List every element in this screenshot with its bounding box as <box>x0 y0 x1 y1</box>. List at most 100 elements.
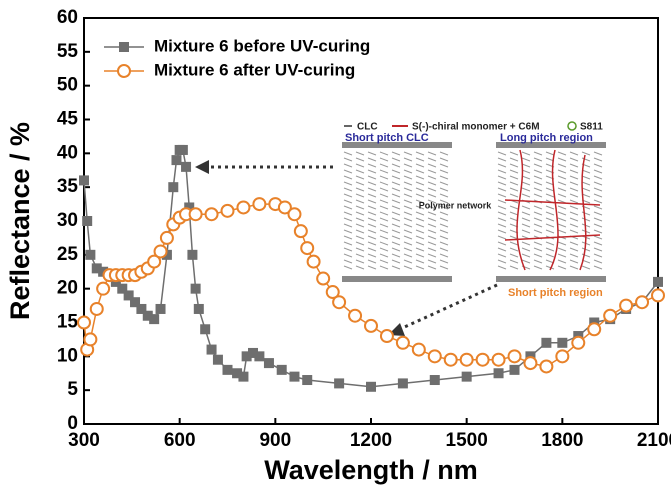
y-axis-title: Reflectance / % <box>5 122 35 320</box>
lc-molecule <box>344 188 352 191</box>
lc-molecule <box>510 152 518 155</box>
lc-molecule <box>510 266 518 269</box>
lc-molecule <box>570 194 578 197</box>
marker <box>366 382 376 392</box>
lc-molecule <box>440 188 448 191</box>
lc-molecule <box>546 224 554 227</box>
lc-molecule <box>522 176 530 179</box>
lc-molecule <box>368 188 376 191</box>
y-tick-label: 10 <box>57 345 78 366</box>
lc-molecule <box>522 158 530 161</box>
y-tick-label: 50 <box>57 75 78 96</box>
lc-molecule <box>356 266 364 269</box>
y-tick-label: 45 <box>57 109 79 130</box>
lc-molecule <box>440 158 448 161</box>
lc-molecule <box>356 218 364 221</box>
marker <box>181 162 191 172</box>
lc-molecule <box>498 218 506 221</box>
lc-molecule <box>570 206 578 209</box>
lc-molecule <box>522 218 530 221</box>
marker <box>510 365 520 375</box>
lc-molecule <box>510 182 518 185</box>
lc-molecule <box>546 248 554 251</box>
marker <box>156 304 166 314</box>
marker <box>85 250 95 260</box>
lc-molecule <box>416 170 424 173</box>
polymer-network <box>505 150 600 270</box>
lc-molecule <box>416 260 424 263</box>
lc-molecule <box>594 194 602 197</box>
y-tick-label: 30 <box>57 210 78 231</box>
lc-molecule <box>416 266 424 269</box>
lc-molecule <box>594 218 602 221</box>
lc-molecule <box>570 230 578 233</box>
lc-molecule <box>440 236 448 239</box>
lc-molecule <box>498 164 506 167</box>
lc-molecule <box>344 200 352 203</box>
lc-molecule <box>534 242 542 245</box>
lc-molecule <box>594 188 602 191</box>
lc-molecule <box>416 164 424 167</box>
lc-molecule <box>546 242 554 245</box>
lc-molecule <box>368 170 376 173</box>
lc-molecule <box>534 176 542 179</box>
x-tick-label: 1500 <box>446 430 488 451</box>
lc-molecule <box>534 212 542 215</box>
lc-molecule <box>416 188 424 191</box>
lc-molecule <box>356 200 364 203</box>
lc-molecule <box>582 248 590 251</box>
lc-molecule <box>498 254 506 257</box>
x-tick-label: 2100 <box>637 430 671 451</box>
lc-molecule <box>582 152 590 155</box>
marker <box>178 145 188 155</box>
lc-molecule <box>440 230 448 233</box>
lc-molecule <box>404 170 412 173</box>
lc-molecule <box>428 254 436 257</box>
lc-molecules <box>344 152 602 269</box>
lc-molecule <box>380 230 388 233</box>
lc-molecule <box>368 152 376 155</box>
lc-molecule <box>356 152 364 155</box>
lc-molecule <box>392 236 400 239</box>
lc-molecule <box>510 260 518 263</box>
lc-molecule <box>594 176 602 179</box>
marker <box>213 355 223 365</box>
lc-molecule <box>356 188 364 191</box>
lc-molecule <box>594 206 602 209</box>
lc-molecule <box>368 254 376 257</box>
lc-molecule <box>344 206 352 209</box>
lc-molecule <box>392 194 400 197</box>
lc-molecule <box>440 182 448 185</box>
lc-molecule <box>594 212 602 215</box>
lc-molecule <box>392 170 400 173</box>
x-tick-label: 300 <box>68 430 100 451</box>
lc-molecule <box>356 182 364 185</box>
marker <box>398 378 408 388</box>
lc-molecule <box>356 230 364 233</box>
lc-molecule <box>416 224 424 227</box>
lc-molecule <box>380 206 388 209</box>
marker <box>381 330 393 342</box>
lc-molecule <box>404 266 412 269</box>
lc-molecule <box>498 224 506 227</box>
lc-molecule <box>534 248 542 251</box>
marker <box>556 350 568 362</box>
lc-molecule <box>558 188 566 191</box>
arrow <box>398 285 497 330</box>
lc-molecule <box>522 182 530 185</box>
x-tick-label: 900 <box>259 430 291 451</box>
x-tick-label: 1200 <box>350 430 392 451</box>
lc-molecule <box>546 212 554 215</box>
lc-molecule <box>416 152 424 155</box>
lc-molecule <box>344 170 352 173</box>
lc-molecule <box>522 242 530 245</box>
lc-molecule <box>510 254 518 257</box>
lc-molecule <box>356 212 364 215</box>
lc-molecule <box>380 176 388 179</box>
lc-molecule <box>416 218 424 221</box>
marker <box>477 354 489 366</box>
lc-molecule <box>570 170 578 173</box>
lc-molecule <box>558 182 566 185</box>
marker <box>308 256 320 268</box>
legend-label: Mixture 6 before UV-curing <box>154 36 370 55</box>
